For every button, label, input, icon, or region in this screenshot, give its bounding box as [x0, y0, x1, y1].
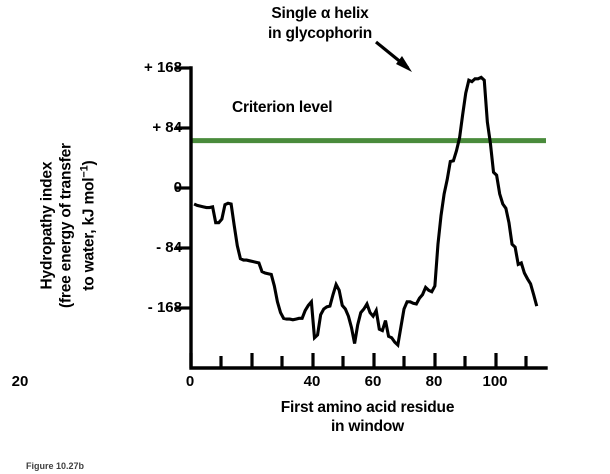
x-tick-label-60: 60 — [364, 373, 382, 390]
x-axis-ticks — [189, 353, 528, 368]
helix-annotation-line-1: Single α helix — [271, 5, 369, 22]
y-tick-label-168: + 168 — [144, 59, 182, 76]
x-axis-title-line-2: in window — [330, 418, 405, 435]
y-axis-ticks — [176, 66, 191, 310]
y-tick-label-neg168: - 168 — [147, 299, 182, 316]
x-tick-label-40: 40 — [303, 373, 321, 390]
hydropathy-curve — [193, 75, 539, 349]
x-tick-label-0: 0 — [185, 373, 195, 390]
helix-annotation-line-2: in glycophorin — [268, 25, 372, 42]
criterion-level-label: Criterion level — [232, 99, 333, 116]
x-axis-title: First amino acid residue in window — [175, 398, 560, 436]
y-tick-label-neg84: - 84 — [156, 239, 182, 256]
figure-caption: Figure 10.27b — [26, 461, 85, 471]
axis-lines — [189, 66, 548, 370]
annotation-arrow-head — [396, 56, 412, 72]
x-tick-label-100: 100 — [482, 373, 508, 390]
y-tick-label-84: + 84 — [152, 119, 182, 136]
x-axis-title-line-1: First amino acid residue — [280, 399, 455, 416]
helix-annotation: Single α helix in glycophorin — [222, 4, 418, 44]
x-tick-label-20: 20 — [11, 373, 29, 390]
x-tick-label-80: 80 — [425, 373, 443, 390]
annotation-arrow — [374, 40, 412, 72]
